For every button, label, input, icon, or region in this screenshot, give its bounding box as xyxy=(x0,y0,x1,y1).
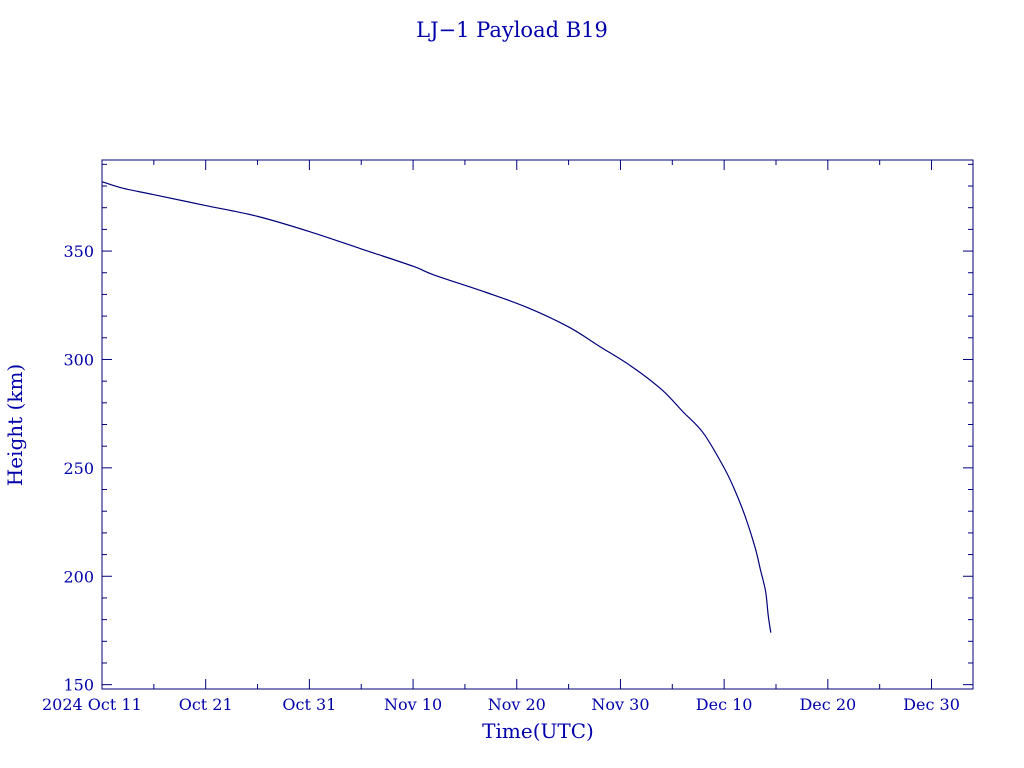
x-tick-label: Dec 30 xyxy=(903,695,960,714)
y-axis-label: Height (km) xyxy=(3,364,27,486)
x-tick-label: Nov 20 xyxy=(488,695,546,714)
plot-frame xyxy=(101,159,974,690)
x-tick-label: 2024 Oct 11 xyxy=(42,695,142,714)
x-tick-label: Oct 31 xyxy=(282,695,336,714)
x-axis-label: Time(UTC) xyxy=(482,719,594,743)
y-tick-label: 200 xyxy=(63,567,94,586)
x-tick-label: Dec 10 xyxy=(696,695,753,714)
x-tick-label: Oct 21 xyxy=(179,695,233,714)
x-tick-label: Dec 20 xyxy=(799,695,856,714)
y-tick-label: 250 xyxy=(63,459,94,478)
series-line-height xyxy=(101,181,772,633)
tick-labels: 2024 Oct 11 Oct 21 Oct 31 Nov 10 Nov 20 Nov 3… xyxy=(42,242,960,714)
y-tick-label: 300 xyxy=(63,350,94,369)
x-tick-label: Nov 30 xyxy=(591,695,649,714)
tick-marks xyxy=(101,160,973,689)
chart-title: LJ−1 Payload B19 xyxy=(416,18,608,42)
y-tick-label: 350 xyxy=(63,242,94,261)
x-tick-label: Nov 10 xyxy=(384,695,442,714)
y-tick-label: 150 xyxy=(63,676,94,695)
